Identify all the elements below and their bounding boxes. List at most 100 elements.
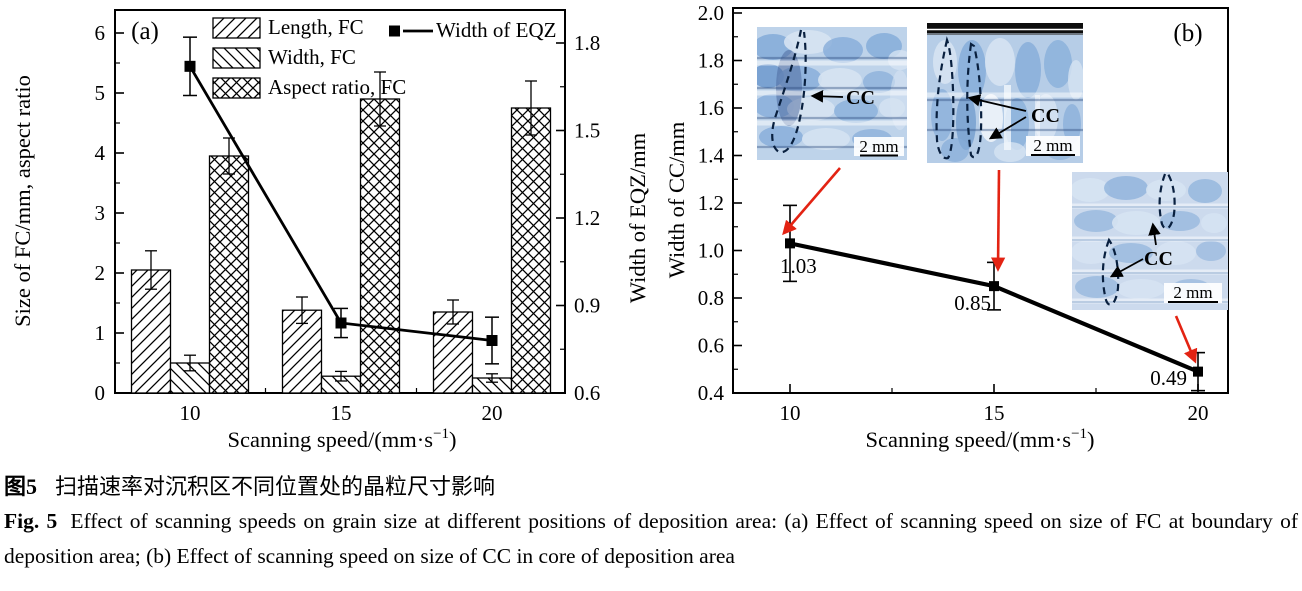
grain-blob — [1156, 241, 1196, 265]
scale-bar-label: 2 mm — [1173, 283, 1212, 302]
grain-blob — [802, 128, 850, 150]
caption-en-tag: Fig. 5 — [4, 509, 58, 533]
grain-blob — [1104, 176, 1148, 200]
cc-dashed-outline — [966, 42, 983, 159]
y2-axis-label: Width of EQZ/mm — [625, 132, 650, 303]
grain-blob — [1196, 241, 1226, 261]
legend-swatch — [212, 47, 261, 69]
y-tick-label: 6 — [95, 21, 106, 45]
x-tick-label: 20 — [1188, 401, 1209, 425]
bar — [359, 98, 401, 394]
cc-pointer-arrow — [967, 94, 1027, 112]
x-label-main: Scanning speed/(mm·s — [865, 427, 1071, 452]
y-tick-label: 4 — [95, 141, 106, 165]
grain-blob — [1160, 211, 1200, 231]
grain-blob — [956, 94, 976, 150]
legend-label: Width of EQZ — [436, 18, 556, 42]
caption-english: Fig. 5 Effect of scanning speeds on grain… — [4, 504, 1298, 574]
legend-label: Aspect ratio, FC — [268, 75, 406, 99]
data-point-marker — [785, 238, 795, 249]
grain-blob — [890, 70, 907, 130]
grain-blob — [834, 99, 878, 123]
y-tick-label: 1 — [95, 321, 106, 345]
cc-dashed-outline — [771, 29, 807, 154]
y-tick-label: 0 — [95, 381, 106, 405]
x-tick-label: 10 — [180, 401, 201, 425]
grain-blob — [818, 68, 862, 92]
bar — [432, 311, 474, 394]
y-tick-label: 0.6 — [698, 334, 724, 358]
bar — [208, 155, 250, 394]
grain-blob — [1075, 276, 1119, 298]
y-tick-label: 2 — [95, 261, 106, 285]
y-tick-label: 1.4 — [698, 144, 725, 168]
y2-tick-label: 1.8 — [574, 31, 600, 55]
y-tick-label: 0.8 — [698, 286, 724, 310]
data-point-marker — [184, 60, 196, 72]
grain-blob — [1188, 179, 1222, 203]
inset-callout-arrow — [782, 167, 841, 236]
data-point-marker — [989, 281, 999, 292]
legend-swatch — [212, 77, 261, 99]
grain-blob — [863, 71, 895, 93]
y-tick-label: 3 — [95, 201, 106, 225]
inset-micrograph: CC 2 mm — [927, 23, 1083, 163]
grain-blob — [1074, 210, 1118, 232]
white-streak — [1004, 85, 1011, 150]
legend-label: Width, FC — [268, 45, 356, 69]
grain-blob — [1072, 240, 1111, 264]
legend-line-marker — [389, 25, 400, 37]
cc-pointer-arrow — [1148, 222, 1161, 246]
inset-callout-arrow — [1174, 315, 1198, 364]
x-label-sup: −1 — [433, 426, 449, 442]
panel-label: (b) — [1173, 20, 1202, 47]
x-tick-label: 20 — [482, 401, 503, 425]
legend-label: Length, FC — [268, 15, 364, 39]
y-axis-label: Width of CC/mm — [664, 121, 689, 278]
x-tick-label: 15 — [984, 401, 1005, 425]
grain-blob — [1117, 279, 1165, 299]
cc-label: CC — [846, 87, 875, 109]
x-label-sup: −1 — [1071, 426, 1087, 442]
panel-label: (a) — [131, 18, 159, 45]
cc-dashed-outline — [1101, 237, 1120, 306]
legend-swatch — [212, 17, 261, 39]
grain-blob — [1063, 104, 1081, 144]
grain-blob — [823, 37, 863, 63]
scale-bar-label: 2 mm — [859, 137, 898, 156]
scale-bar-background — [854, 137, 904, 156]
y2-tick-label: 0.6 — [574, 381, 600, 405]
data-point-marker — [1193, 366, 1203, 377]
caption-cn-tag: 图5 — [4, 474, 38, 499]
cc-label: CC — [1031, 105, 1060, 127]
point-value-label: 0.49 — [1150, 366, 1187, 390]
y2-tick-label: 0.9 — [574, 293, 600, 317]
grain-blob — [1201, 213, 1227, 233]
figure-caption: 图5 扫描速率对沉积区不同位置处的晶粒尺寸影响 Fig. 5 Effect of s… — [4, 470, 1298, 574]
y-tick-label: 1.2 — [698, 191, 724, 215]
grain-blob — [985, 38, 1015, 86]
x-axis-label: Scanning speed/(mm·s−1) — [227, 426, 456, 452]
white-streak — [1035, 95, 1040, 150]
x-tick-label: 10 — [780, 401, 801, 425]
x-label-close: ) — [449, 427, 457, 452]
x-label-main: Scanning speed/(mm·s — [227, 427, 433, 452]
inset-micrograph: CC 2 mm — [757, 27, 907, 160]
caption-chinese: 图5 扫描速率对沉积区不同位置处的晶粒尺寸影响 — [4, 470, 1298, 504]
scale-bar-background — [1164, 283, 1222, 303]
point-value-label: 1.03 — [780, 254, 817, 278]
bar — [130, 269, 172, 394]
y-tick-label: 1.6 — [698, 96, 724, 120]
y-axis-label: Size of FC/mm, aspect ratio — [10, 75, 35, 327]
caption-en-text: Effect of scanning speeds on grain size … — [4, 509, 1298, 568]
grain-blob — [1068, 60, 1083, 100]
scale-bar-background — [1026, 136, 1080, 156]
grain-blob — [958, 40, 986, 100]
x-label-close: ) — [1087, 427, 1095, 452]
y2-tick-label: 1.2 — [574, 206, 600, 230]
grain-blob — [1044, 40, 1072, 88]
grain-blob — [888, 50, 907, 70]
x-tick-label: 15 — [331, 401, 352, 425]
